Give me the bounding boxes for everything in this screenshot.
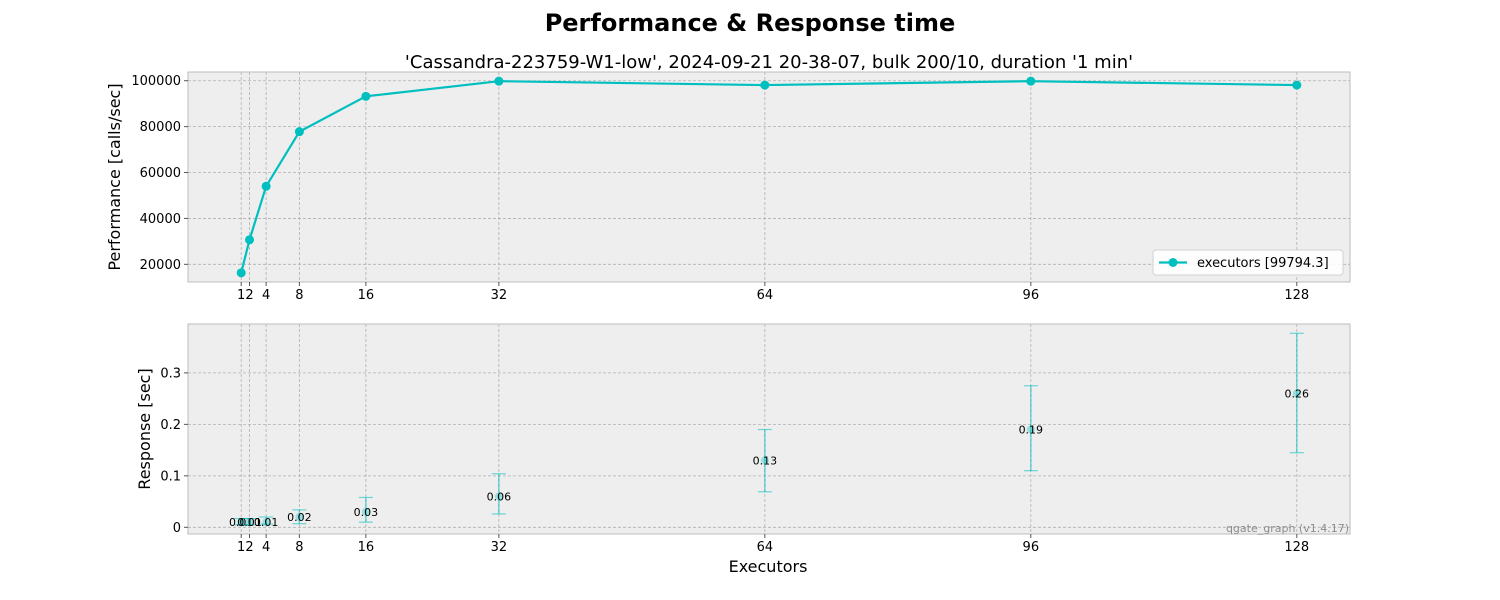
data-label: 0.26 <box>1285 387 1310 400</box>
data-point <box>1026 425 1035 434</box>
data-label: 0.06 <box>487 490 512 503</box>
plot-frame <box>187 71 1351 283</box>
top-chart-title: 'Cassandra-223759-W1-low', 2024-09-21 20… <box>405 52 1133 73</box>
data-point <box>1026 76 1036 86</box>
executors-x-axis-label: Executors <box>729 557 808 576</box>
y-tick-label: 80000 <box>140 120 181 135</box>
data-label: 0.01 <box>229 516 254 529</box>
x-tick-label: 32 <box>491 288 508 303</box>
data-label: 0.19 <box>1019 424 1044 437</box>
legend-box <box>1152 249 1344 276</box>
x-tick-label: 4 <box>262 288 270 303</box>
y-tick-label: 100000 <box>131 74 181 89</box>
data-point <box>361 507 370 516</box>
x-tick-label: 4 <box>262 540 270 555</box>
data-point <box>245 518 254 527</box>
data-point <box>494 492 503 501</box>
data-label: 0.01 <box>237 516 262 529</box>
data-point <box>1292 80 1302 90</box>
x-tick-label: 8 <box>295 288 303 303</box>
performance-chart: 1 2 4 8 16 32 64 96 128 20000 40000 60000 80000 10000… <box>131 71 1351 303</box>
y-tick-label: 60000 <box>140 166 181 181</box>
data-label: 0.03 <box>354 506 379 519</box>
x-tick-label: 128 <box>1284 540 1309 555</box>
data-point <box>261 181 271 191</box>
x-tick-label: 16 <box>358 288 375 303</box>
response-time-chart: 1 2 4 8 16 32 64 96 128 0 0.1 0.2 0.3 0.010.010.01 0.0… <box>160 323 1351 555</box>
x-tick-label: 1 <box>237 288 245 303</box>
y-tick-label: 20000 <box>140 258 181 273</box>
data-point <box>1292 389 1301 398</box>
x-tick-label: 128 <box>1284 288 1309 303</box>
x-tick-label: 64 <box>757 540 774 555</box>
data-point <box>262 518 271 527</box>
data-label: 0.02 <box>287 511 312 524</box>
legend-marker <box>1168 258 1178 267</box>
y-tick-label: 0.3 <box>160 366 181 381</box>
plot-area <box>188 72 1350 282</box>
performance-y-axis-label: Performance [calls/sec] <box>105 83 124 270</box>
x-tick-label: 96 <box>1023 288 1040 303</box>
data-label: 0.01 <box>254 516 279 529</box>
plot-frame <box>187 323 1351 535</box>
x-tick-label: 32 <box>491 540 508 555</box>
x-tick-label: 64 <box>757 288 774 303</box>
data-point <box>236 268 246 278</box>
x-tick-label: 8 <box>295 540 303 555</box>
data-point <box>295 513 304 522</box>
y-tick-label: 0.2 <box>160 418 181 433</box>
x-tick-label: 2 <box>245 540 253 555</box>
data-point <box>245 235 255 245</box>
y-tick-label: 0 <box>173 521 181 536</box>
y-tick-label: 0.1 <box>160 469 181 484</box>
y-tick-label: 40000 <box>140 212 181 227</box>
data-point <box>760 456 769 465</box>
data-point <box>760 80 770 90</box>
x-tick-label: 96 <box>1023 540 1040 555</box>
data-point <box>361 91 371 101</box>
data-label: 0.13 <box>753 454 778 467</box>
x-tick-label: 1 <box>237 540 245 555</box>
x-tick-label: 16 <box>358 540 375 555</box>
data-point <box>294 127 304 137</box>
watermark-text: qgate_graph (v1.4.17) <box>1226 522 1349 535</box>
data-point <box>494 76 504 86</box>
legend-label: executors [99794.3] <box>1197 256 1329 271</box>
figure-title: Performance & Response time <box>545 9 956 37</box>
response-y-axis-label: Response [sec] <box>135 368 154 489</box>
x-tick-label: 2 <box>245 288 253 303</box>
